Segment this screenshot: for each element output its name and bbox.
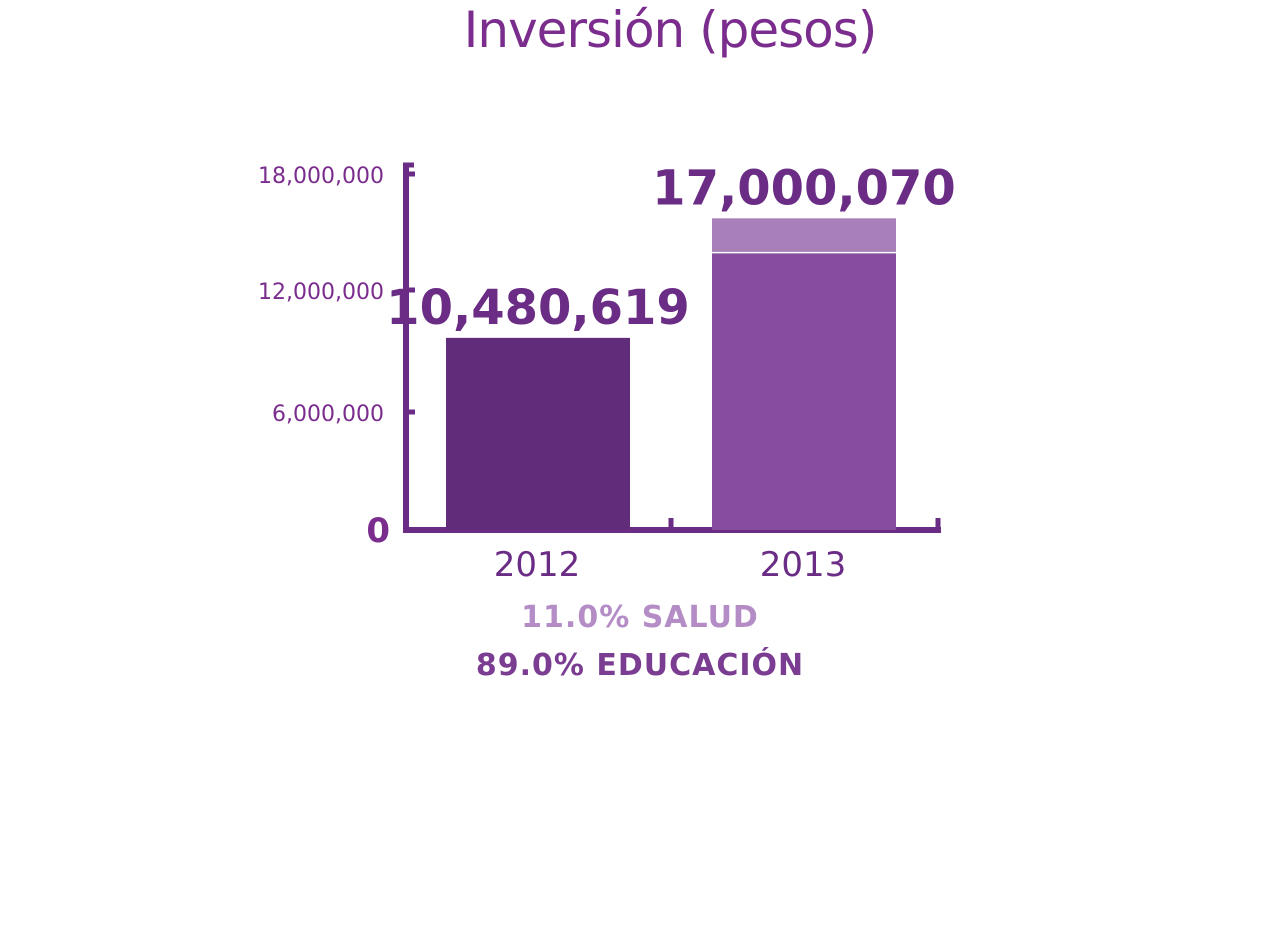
- y-tick-label: 0: [366, 511, 390, 551]
- data-label-2012: 10,480,619: [386, 280, 690, 336]
- y-tick-label: 18,000,000: [258, 164, 384, 189]
- data-label-2013: 17,000,070: [652, 160, 956, 216]
- bar-2012-educacion: [446, 337, 630, 530]
- bar-2013-salud: [712, 218, 896, 253]
- x-tick-label-2012: 2012: [494, 545, 581, 585]
- legend-educacion: 89.0% EDUCACIÓN: [475, 648, 805, 683]
- x-tick-label-2013: 2013: [760, 545, 847, 585]
- y-tick-label: 12,000,000: [258, 280, 384, 305]
- chart-title: Inversión (pesos): [463, 1, 878, 59]
- chart-labels: 0 6,000,000 12,000,000 18,000,000 10,480,619…: [258, 160, 956, 585]
- bar-2013-educacion: [712, 252, 896, 530]
- y-tick-label: 6,000,000: [272, 402, 384, 427]
- legend-salud: 11.0% SALUD: [521, 600, 759, 635]
- chart-bars: [446, 218, 896, 530]
